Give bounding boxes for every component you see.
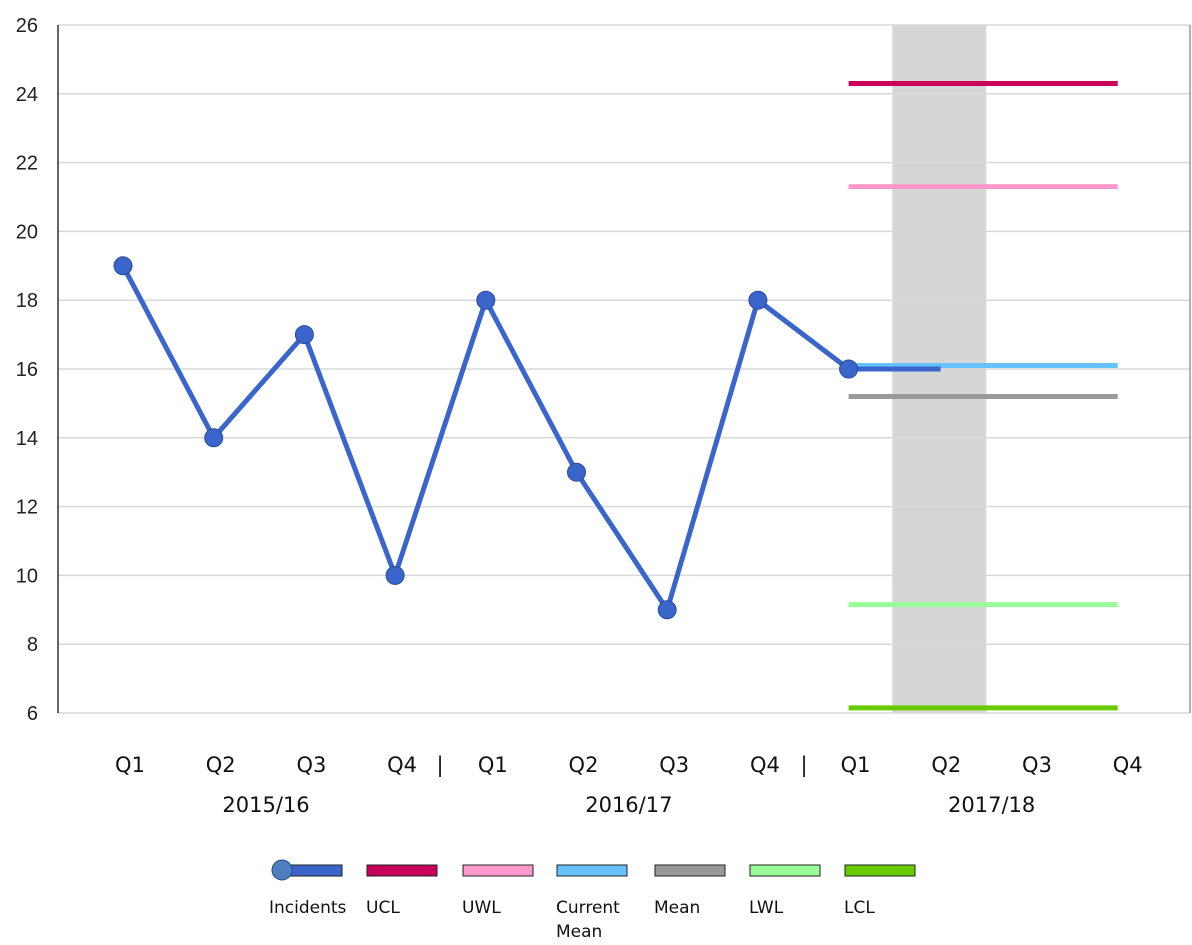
x-tick-label: Q2 (569, 753, 599, 777)
x-tick-label: Q3 (1022, 753, 1052, 777)
y-tick-label: 14 (16, 428, 38, 450)
incidents-point (385, 565, 405, 585)
incidents-point (567, 462, 586, 482)
year-separator: | (436, 753, 443, 778)
incidents-point (657, 600, 677, 620)
axis-layer: 6 8 10 12 14 16 18 20 22 24 26 (16, 15, 1191, 725)
y-tick-label: 16 (16, 359, 38, 381)
year-group-label: 2016/17 (585, 793, 672, 817)
x-tick-label: Q2 (206, 753, 236, 777)
reference-lines-layer (848, 80, 1118, 711)
x-tick-label: Q4 (387, 753, 417, 777)
x-tick-label: Q4 (750, 753, 780, 777)
y-tick-label: 10 (16, 565, 38, 587)
x-tick-label: Q2 (931, 753, 961, 777)
x-axis-labels: Q1 Q2 Q3 Q4 Q1 Q2 Q3 Q4 Q1 Q2 Q3 Q4 | | 2015/16 2016/17… (115, 753, 1143, 817)
legend-swatch-current-mean (556, 864, 628, 877)
legend-swatch-ucl (366, 864, 438, 877)
legend: Incidents UCL UWL Current Mean Mean LWL LCL (269, 859, 916, 942)
legend-label: LCL (844, 898, 875, 918)
legend-swatch-lwl (749, 864, 821, 877)
incidents-point (113, 256, 133, 276)
legend-label: UCL (366, 898, 400, 918)
y-tick-label: 12 (16, 497, 38, 519)
series-layer (113, 256, 941, 620)
incidents-point (294, 325, 314, 345)
y-tick-label: 8 (27, 634, 38, 656)
legend-label: UWL (462, 898, 501, 918)
legend-label: Incidents (269, 898, 347, 918)
legend-label: Current (556, 898, 620, 918)
incidents-point (476, 290, 496, 310)
incidents-point (204, 428, 224, 448)
legend-swatch-lcl (844, 864, 916, 877)
incidents-point (839, 359, 859, 379)
legend-swatch-uwl (462, 864, 534, 877)
grid-layer (58, 24, 1190, 714)
y-tick-label: 22 (16, 153, 38, 175)
y-tick-label: 26 (16, 15, 38, 37)
legend-marker-incidents (271, 859, 293, 881)
year-group-label: 2017/18 (948, 793, 1035, 817)
incidents-point (748, 290, 768, 310)
year-group-label: 2015/16 (222, 793, 309, 817)
x-tick-label: Q1 (115, 753, 145, 777)
y-tick-label: 24 (16, 84, 38, 106)
legend-label: LWL (749, 898, 784, 918)
x-tick-label: Q4 (1113, 753, 1143, 777)
legend-swatch-incidents (283, 864, 343, 877)
y-tick-label: 18 (16, 290, 38, 312)
y-tick-label: 6 (27, 703, 38, 725)
x-tick-label: Q1 (841, 753, 871, 777)
year-separator: | (800, 753, 807, 778)
legend-label: Mean (654, 898, 700, 918)
x-tick-label: Q3 (296, 753, 326, 777)
x-tick-label: Q3 (659, 753, 689, 777)
x-tick-label: Q1 (478, 753, 508, 777)
y-tick-label: 20 (16, 221, 38, 243)
legend-label: Mean (556, 922, 602, 942)
legend-swatch-mean (654, 864, 726, 877)
